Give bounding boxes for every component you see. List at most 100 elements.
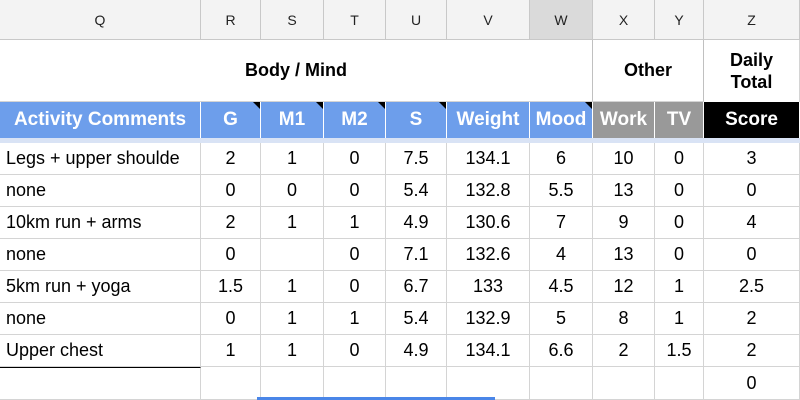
m1-cell[interactable]: 1 [261, 207, 324, 239]
tv-cell[interactable]: 0 [655, 207, 704, 239]
s-cell[interactable]: 5.4 [386, 175, 447, 207]
m2-cell[interactable]: 0 [324, 239, 386, 271]
score-cell[interactable]: 0 [704, 367, 800, 400]
weight-header[interactable]: Weight [447, 102, 530, 138]
comment-cell[interactable]: none [0, 175, 201, 207]
column-header-y[interactable]: Y [655, 0, 704, 40]
s-cell[interactable]: 4.9 [386, 207, 447, 239]
g-cell[interactable]: 1 [201, 335, 261, 367]
m2-cell[interactable]: 1 [324, 207, 386, 239]
weight-cell[interactable]: 134.1 [447, 143, 530, 175]
weight-cell[interactable]: 130.6 [447, 207, 530, 239]
work-cell[interactable]: 13 [593, 239, 655, 271]
mood-cell[interactable]: 5.5 [530, 175, 593, 207]
comment-cell[interactable]: none [0, 303, 201, 335]
s-cell[interactable] [386, 367, 447, 400]
m1-cell[interactable] [261, 239, 324, 271]
activity-comments-header[interactable]: Activity Comments [0, 102, 201, 138]
column-header-r[interactable]: R [201, 0, 261, 40]
tv-cell[interactable]: 0 [655, 175, 704, 207]
m1-cell[interactable]: 1 [261, 271, 324, 303]
work-cell[interactable]: 12 [593, 271, 655, 303]
g-cell[interactable]: 0 [201, 239, 261, 271]
weight-cell[interactable]: 132.9 [447, 303, 530, 335]
weight-cell[interactable]: 132.6 [447, 239, 530, 271]
weight-cell[interactable]: 132.8 [447, 175, 530, 207]
work-cell[interactable] [593, 367, 655, 400]
score-cell[interactable]: 2.5 [704, 271, 800, 303]
weight-cell[interactable]: 133 [447, 271, 530, 303]
comment-cell[interactable]: Legs + upper shoulde [0, 143, 201, 175]
score-cell[interactable]: 0 [704, 175, 800, 207]
column-header-t[interactable]: T [324, 0, 386, 40]
weight-cell[interactable]: 134.1 [447, 335, 530, 367]
column-header-s[interactable]: S [261, 0, 324, 40]
m1-header[interactable]: M1 [261, 102, 324, 138]
m2-cell[interactable]: 0 [324, 335, 386, 367]
column-header-q[interactable]: Q [0, 0, 201, 40]
g-cell[interactable]: 2 [201, 207, 261, 239]
tv-cell[interactable]: 1 [655, 303, 704, 335]
m2-cell[interactable]: 0 [324, 175, 386, 207]
m1-cell[interactable]: 1 [261, 303, 324, 335]
other-header[interactable]: Other [593, 40, 704, 102]
comment-cell[interactable]: Upper chest [0, 335, 201, 367]
body-mind-header[interactable]: Body / Mind [0, 40, 593, 102]
comment-cell[interactable] [0, 367, 201, 400]
s-cell[interactable]: 7.5 [386, 143, 447, 175]
tv-cell[interactable] [655, 367, 704, 400]
m2-cell[interactable]: 0 [324, 271, 386, 303]
m1-cell[interactable]: 1 [261, 143, 324, 175]
tv-header[interactable]: TV [655, 102, 704, 138]
g-cell[interactable]: 0 [201, 175, 261, 207]
score-header[interactable]: Score [704, 102, 800, 138]
m1-cell[interactable] [261, 367, 324, 400]
s-cell[interactable]: 6.7 [386, 271, 447, 303]
work-cell[interactable]: 8 [593, 303, 655, 335]
score-cell[interactable]: 3 [704, 143, 800, 175]
score-cell[interactable]: 2 [704, 303, 800, 335]
m2-header[interactable]: M2 [324, 102, 386, 138]
m1-cell[interactable]: 0 [261, 175, 324, 207]
mood-cell[interactable]: 7 [530, 207, 593, 239]
m2-cell[interactable]: 1 [324, 303, 386, 335]
weight-cell[interactable] [447, 367, 530, 400]
m2-cell[interactable]: 0 [324, 143, 386, 175]
mood-cell[interactable] [530, 367, 593, 400]
s-cell[interactable]: 4.9 [386, 335, 447, 367]
score-cell[interactable]: 0 [704, 239, 800, 271]
m1-cell[interactable]: 1 [261, 335, 324, 367]
g-cell[interactable]: 2 [201, 143, 261, 175]
mood-header[interactable]: Mood [530, 102, 593, 138]
work-cell[interactable]: 13 [593, 175, 655, 207]
g-cell[interactable] [201, 367, 261, 400]
comment-cell[interactable]: 5km run + yoga [0, 271, 201, 303]
column-header-v[interactable]: V [447, 0, 530, 40]
comment-cell[interactable]: none [0, 239, 201, 271]
score-cell[interactable]: 2 [704, 335, 800, 367]
tv-cell[interactable]: 0 [655, 239, 704, 271]
mood-cell[interactable]: 6 [530, 143, 593, 175]
tv-cell[interactable]: 0 [655, 143, 704, 175]
g-cell[interactable]: 1.5 [201, 271, 261, 303]
mood-cell[interactable]: 5 [530, 303, 593, 335]
column-header-z[interactable]: Z [704, 0, 800, 40]
mood-cell[interactable]: 4.5 [530, 271, 593, 303]
work-header[interactable]: Work [593, 102, 655, 138]
tv-cell[interactable]: 1 [655, 271, 704, 303]
s-cell[interactable]: 5.4 [386, 303, 447, 335]
comment-cell[interactable]: 10km run + arms [0, 207, 201, 239]
score-cell[interactable]: 4 [704, 207, 800, 239]
g-cell[interactable]: 0 [201, 303, 261, 335]
daily-total-header[interactable]: Daily Total [704, 40, 800, 102]
g-header[interactable]: G [201, 102, 261, 138]
mood-cell[interactable]: 6.6 [530, 335, 593, 367]
s-cell[interactable]: 7.1 [386, 239, 447, 271]
mood-cell[interactable]: 4 [530, 239, 593, 271]
column-header-u[interactable]: U [386, 0, 447, 40]
m2-cell[interactable] [324, 367, 386, 400]
column-header-x[interactable]: X [593, 0, 655, 40]
tv-cell[interactable]: 1.5 [655, 335, 704, 367]
work-cell[interactable]: 10 [593, 143, 655, 175]
s-header[interactable]: S [386, 102, 447, 138]
